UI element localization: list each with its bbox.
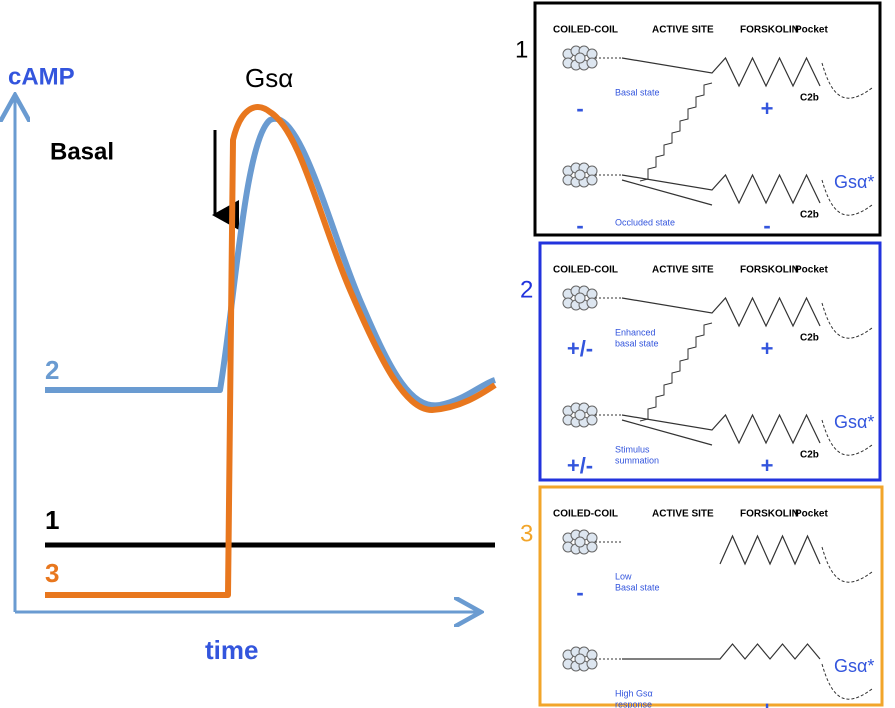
header: COILED-COIL — [553, 25, 618, 36]
c2b-label: C2b — [800, 333, 819, 344]
state-name: Enhanced — [615, 327, 656, 337]
c2-sign: + — [761, 96, 774, 121]
panel-number: 1 — [515, 36, 528, 63]
header: Pocket — [795, 509, 828, 520]
bead — [587, 58, 597, 68]
header: ACTIVE SITE — [652, 25, 714, 36]
header: Pocket — [795, 25, 828, 36]
state-name: Stimulus — [615, 444, 650, 454]
occluding-helix — [622, 180, 712, 205]
state-name: High Gsα — [615, 688, 653, 698]
bead — [575, 537, 585, 547]
state-name: Low — [615, 571, 632, 581]
diagram: cAMP time Gsα Basal 2 1 3 1 COILED-COIL ACTI… — [0, 0, 895, 708]
header: COILED-COIL — [553, 509, 618, 520]
sign: - — [576, 213, 583, 238]
bead — [587, 659, 597, 669]
sign: - — [576, 580, 583, 605]
bead — [575, 53, 585, 63]
basal-label: Basal — [50, 138, 114, 165]
helix — [622, 415, 820, 443]
activator: Gsα* — [834, 172, 874, 192]
state-name: response — [615, 699, 652, 708]
helix — [720, 536, 820, 564]
bead — [575, 293, 585, 303]
c2-sign: + — [761, 336, 774, 361]
bead — [575, 170, 585, 180]
curve-label: 1 — [45, 505, 59, 535]
occluding-helix — [622, 420, 712, 445]
bead — [587, 415, 597, 425]
curve-label: 3 — [45, 558, 59, 588]
state-name: Basal state — [615, 87, 660, 97]
c2b-label: C2b — [800, 93, 819, 104]
panel-number: 2 — [520, 276, 533, 303]
pocket — [822, 63, 872, 98]
header: FORSKOLIN — [740, 509, 799, 520]
helix — [622, 175, 820, 203]
header: ACTIVE SITE — [652, 509, 714, 520]
sign: - — [576, 697, 583, 708]
c2b-label: C2b — [800, 210, 819, 221]
stimulus-label: Gsα — [245, 63, 293, 93]
x-label: time — [205, 635, 258, 665]
bead — [587, 298, 597, 308]
header: COILED-COIL — [553, 265, 618, 276]
bead — [587, 542, 597, 552]
helix — [622, 644, 820, 659]
state-name: basal state — [615, 338, 659, 348]
c2b-label: C2b — [800, 450, 819, 461]
c2-sign: + — [761, 697, 774, 708]
sign: - — [576, 96, 583, 121]
hanging-helix — [640, 83, 712, 181]
activator: Gsα* — [834, 656, 874, 676]
helix — [622, 298, 820, 326]
curve — [45, 107, 495, 595]
sign: +/- — [567, 336, 593, 361]
panel-number: 3 — [520, 520, 533, 547]
state-name: Occluded state — [615, 217, 675, 227]
state-name: summation — [615, 455, 659, 465]
pocket — [822, 547, 872, 582]
header: FORSKOLIN — [740, 265, 799, 276]
state-name: Basal state — [615, 582, 660, 592]
y-label: cAMP — [8, 63, 75, 90]
c2-sign: + — [761, 453, 774, 478]
curve-label: 2 — [45, 355, 59, 385]
helix — [622, 58, 820, 86]
bead — [575, 410, 585, 420]
c2-sign: - — [763, 213, 770, 238]
activator: Gsα* — [834, 412, 874, 432]
sign: +/- — [567, 453, 593, 478]
header: FORSKOLIN — [740, 25, 799, 36]
panel-border — [535, 3, 880, 235]
header: Pocket — [795, 265, 828, 276]
bead — [587, 175, 597, 185]
header: ACTIVE SITE — [652, 265, 714, 276]
pocket — [822, 303, 872, 338]
bead — [575, 654, 585, 664]
panel-border — [540, 487, 882, 705]
